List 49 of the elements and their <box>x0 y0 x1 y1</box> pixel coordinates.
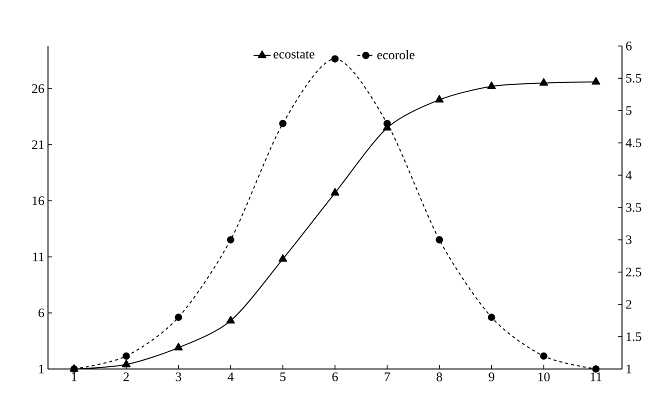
y2-tick-label: 4 <box>626 170 632 180</box>
y2-tick-label: 2.5 <box>626 268 642 276</box>
y-tick-label: 6 <box>38 308 44 318</box>
x-tick-label: 4 <box>228 372 234 382</box>
point <box>331 55 339 63</box>
point <box>487 81 496 90</box>
x-tick-label: 3 <box>176 372 182 382</box>
point <box>592 365 600 373</box>
point <box>174 342 183 350</box>
y2-tick-label: 1.5 <box>626 332 642 342</box>
y2-tick-label: 1 <box>626 364 632 374</box>
point <box>122 352 130 360</box>
x-tick-label: 2 <box>124 372 129 382</box>
x-tick-label: 8 <box>436 372 442 382</box>
y-tick-label: 21 <box>32 140 44 149</box>
point <box>226 316 235 324</box>
point <box>226 236 234 244</box>
x-tick-label: 6 <box>332 372 338 382</box>
point <box>539 78 548 86</box>
point <box>330 188 340 196</box>
point <box>174 314 182 322</box>
point <box>279 120 287 128</box>
point <box>592 77 600 85</box>
y2-tick-label: 2 <box>626 300 632 309</box>
point <box>122 360 131 368</box>
x-tick-label: 7 <box>384 372 390 381</box>
y-tick-label: 16 <box>32 196 44 206</box>
point <box>384 120 391 128</box>
y-tick-label: 11 <box>33 252 44 262</box>
point <box>488 314 496 322</box>
y2-tick-label: 5 <box>626 106 632 115</box>
y-tick-label: 26 <box>32 84 44 93</box>
x-tick-label: 9 <box>488 372 494 382</box>
y2-tick-label: 5.5 <box>626 74 642 83</box>
x-tick-label: 11 <box>590 372 602 382</box>
y2-tick-label: 3 <box>626 235 632 244</box>
x-tick-label: 5 <box>280 372 286 382</box>
legend-label: ecorole <box>377 50 414 60</box>
point <box>436 236 444 244</box>
point <box>540 352 548 360</box>
x-tick-label: 10 <box>538 372 550 382</box>
point <box>435 94 444 103</box>
y-tick-label: 1 <box>39 364 44 374</box>
x-tick-label: 1 <box>72 372 77 382</box>
legend-label: ecostate <box>274 51 314 58</box>
point <box>278 254 288 262</box>
y2-tick-label: 6 <box>626 42 632 50</box>
y2-tick-label: 4.5 <box>626 138 642 148</box>
y2-tick-label: 3.5 <box>626 203 642 212</box>
